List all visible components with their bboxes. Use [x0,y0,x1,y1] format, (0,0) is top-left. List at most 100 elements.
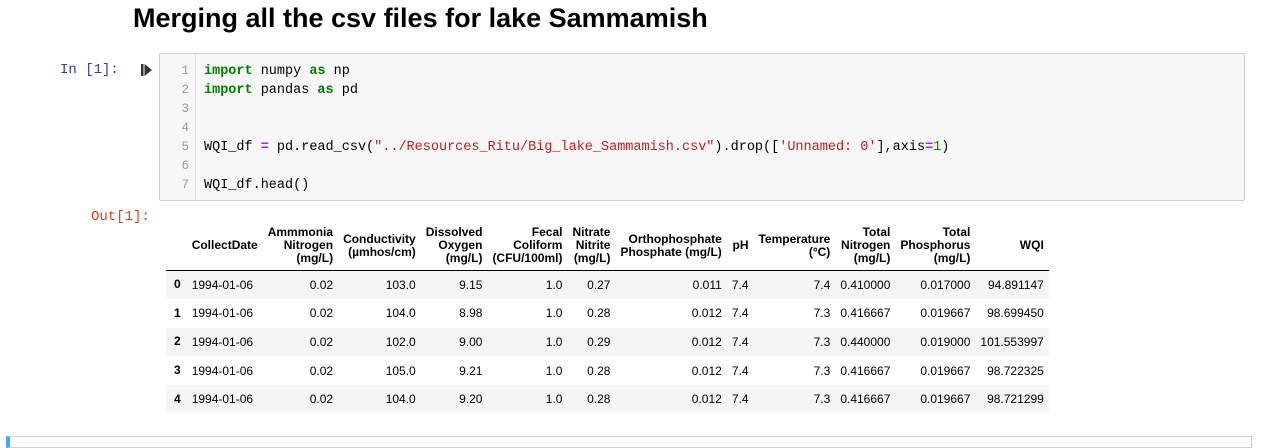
method-call: ).drop([ [714,140,780,155]
line-number-gutter: 1 2 3 4 5 6 7 [160,54,196,200]
table-cell: 9.20 [459,392,483,407]
table-body: 0 1994-01-06 0.02 103.0 9.15 1.0 0.27 0.011 7.4 7… [166,270,1049,414]
column-header-line: Total [942,225,971,240]
keyword: import [204,64,253,79]
input-prompt: In [1]: [60,62,119,78]
table-cell: 105.0 [385,363,416,378]
column-header-line: Orthophosphate [628,231,722,246]
row-index: 0 [174,277,181,292]
row-index: 2 [174,334,181,349]
table-cell: 98.699450 [987,306,1044,321]
column-header-line: (mg/L) [573,251,611,266]
line-number: 7 [181,178,189,192]
table-cell: 0.27 [587,277,611,292]
column-header-line: Nitrate [572,225,611,240]
table-row: 4 1994-01-06 0.02 104.0 9.20 1.0 0.28 0.012 7.4 7… [166,384,1049,414]
column-header-line: Phosphate (mg/L) [620,244,722,259]
run-cell-icon[interactable] [141,63,153,77]
column-header-line: (mg/L) [445,251,483,266]
table-cell: 0.28 [587,363,611,378]
table-row: 0 1994-01-06 0.02 103.0 9.15 1.0 0.27 0.011 7.4 7… [166,270,1049,300]
column-header: Dissolved Oxygen (mg/L) [420,224,488,271]
table-cell: 7.3 [813,392,831,407]
table-cell: 7.4 [731,277,749,292]
string-literal: "../Resources_Ritu/Big_lake_Sammamish.cs… [374,140,715,155]
table-cell: 7.4 [813,277,831,292]
table-cell: 0.410000 [840,277,891,292]
column-header-line: (mg/L) [296,251,334,266]
table-cell: 103.0 [385,277,416,292]
module-name: pandas [252,83,318,98]
index-header [166,224,187,271]
line-number: 5 [181,140,189,154]
column-header: Total Phosphorus (mg/L) [895,224,976,271]
next-code-cell[interactable] [6,436,1252,448]
table-cell: 98.721299 [987,392,1044,407]
column-header-line: (°C) [808,244,831,259]
table-cell: 0.019000 [920,334,971,349]
module-alias: pd [333,83,358,98]
table-cell: 0.012 [691,306,722,321]
table-cell: 0.02 [309,392,334,407]
column-header: Fecal Coliform (CFU/100ml) [487,224,568,271]
line-number: 6 [181,159,189,173]
table-cell: 94.891147 [987,277,1044,292]
table-cell: 104.0 [385,306,416,321]
output-prompt: Out[1]: [91,209,150,225]
table-cell: 7.3 [813,334,831,349]
column-header: pH [726,224,754,271]
column-header-line: Nitrogen [283,238,334,253]
column-header-line: Total [862,225,891,240]
table-cell: 1.0 [545,277,563,292]
table-cell: 0.02 [309,363,334,378]
column-header-line: Nitrite [575,238,611,253]
table-cell: 7.4 [731,306,749,321]
column-header: Orthophosphate Phosphate (mg/L) [615,224,727,271]
column-header-line: Temperature [758,231,831,246]
code-line-import-numpy: import numpy as np [204,62,350,81]
keyword: import [204,83,253,98]
table-cell: 0.416667 [840,392,891,407]
line-number: 2 [181,83,189,97]
table-cell: 1.0 [545,363,563,378]
column-header-line: Coliform [513,238,563,253]
table-cell: 1.0 [545,306,563,321]
keyword: as [309,64,326,79]
notebook-heading: Merging all the csv files for lake Samma… [133,3,708,33]
table-cell: 101.553997 [980,334,1044,349]
argument-name: ],axis [876,140,926,155]
table-cell: 0.012 [691,392,722,407]
code-line-import-pandas: import pandas as pd [204,81,358,100]
table-cell: 7.4 [731,334,749,349]
table-cell: 0.440000 [840,334,891,349]
table-cell: 0.017000 [920,277,971,292]
operator: = [260,140,269,155]
table-cell: 1.0 [545,334,563,349]
table-cell: 0.012 [691,363,722,378]
number-literal: 1 [933,140,942,155]
column-header-line: Conductivity [343,231,416,246]
table-cell: 0.019667 [920,363,971,378]
variable-name: WQI_df [204,140,261,155]
table-cell: 0.019667 [920,306,971,321]
dataframe-table: CollectDate Ammmonia Nitrogen (mg/L) Conduct… [166,224,1049,414]
keyword: as [317,83,334,98]
line-number: 4 [181,121,189,135]
table-cell: 1994-01-06 [191,392,254,407]
row-index: 3 [174,363,181,378]
operator: = [925,140,934,155]
table-row: 1 1994-01-06 0.02 104.0 8.98 1.0 0.28 0.012 7.4 7… [166,299,1049,328]
table-cell: 9.15 [459,277,483,292]
table-cell: 7.3 [813,306,831,321]
column-header-line: (mg/L) [933,251,971,266]
table-cell: 0.019667 [920,392,971,407]
line-number: 3 [181,102,189,116]
code-cell-input[interactable]: 1 2 3 4 5 6 7 import numpy as np import … [159,53,1245,201]
table-cell: 0.02 [309,334,334,349]
table-cell: 1994-01-06 [191,306,254,321]
column-header: Ammmonia Nitrogen (mg/L) [262,224,339,271]
column-header: Total Nitrogen (mg/L) [835,224,896,271]
table-cell: 0.28 [587,392,611,407]
table-row: 3 1994-01-06 0.02 105.0 9.21 1.0 0.28 0.012 7.4 7… [166,356,1049,385]
table-cell: 7.3 [813,363,831,378]
